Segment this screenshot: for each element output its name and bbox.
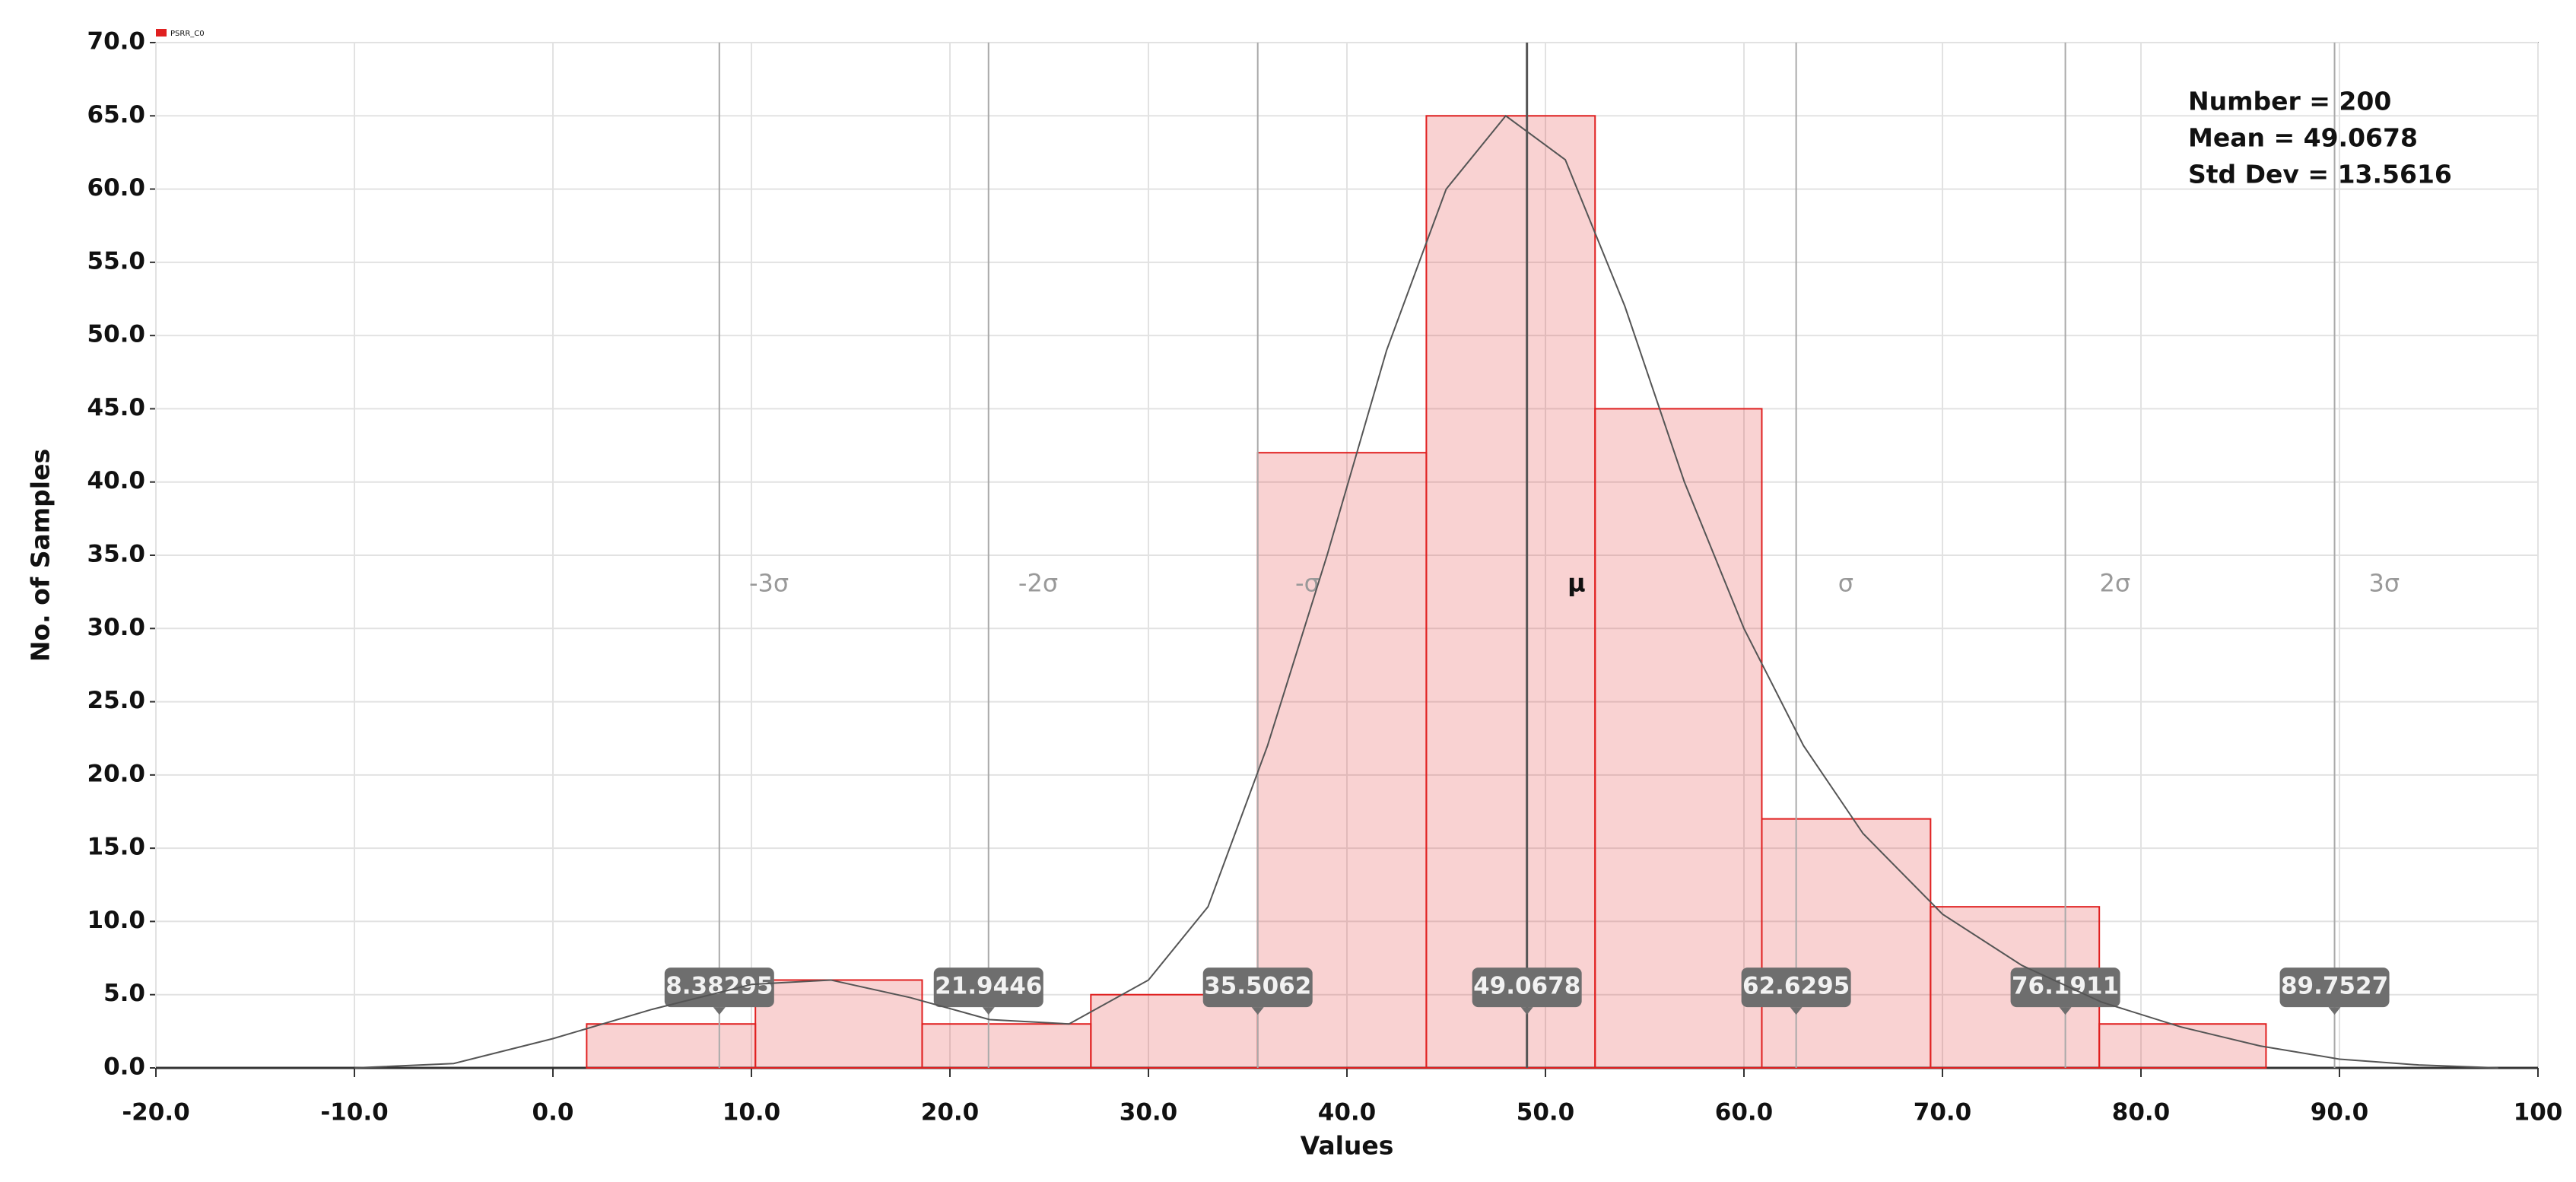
y-tick-label: 35.0	[87, 541, 146, 568]
y-tick-label: 10.0	[87, 907, 146, 934]
y-tick-label: 15.0	[87, 834, 146, 861]
y-tick-label: 30.0	[87, 614, 146, 641]
x-tick-label: 100	[2514, 1099, 2563, 1126]
stat-text: Mean = 49.0678	[2188, 123, 2418, 153]
value-label-box	[1741, 968, 1851, 1008]
bar	[1256, 452, 1428, 1069]
value-label-pointer	[2328, 1007, 2341, 1015]
sigma-label: μ	[1568, 569, 1586, 598]
value-label: 49.0678	[1473, 973, 1580, 1000]
value-label-pointer	[1790, 1007, 1803, 1015]
x-tick-label: 60.0	[1715, 1099, 1774, 1126]
x-tick-label: 40.0	[1318, 1099, 1377, 1126]
y-tick-label: 25.0	[87, 687, 146, 714]
y-tick-label: 40.0	[87, 467, 146, 494]
value-label-box	[1202, 968, 1313, 1008]
sigma-label: -2σ	[1018, 569, 1058, 598]
value-label: 62.6295	[1742, 973, 1850, 1000]
x-tick-label: 20.0	[921, 1099, 980, 1126]
x-tick-label: 50.0	[1517, 1099, 1575, 1126]
bar	[754, 979, 923, 1069]
bar	[921, 1023, 1092, 1069]
value-label-pointer	[2059, 1007, 2072, 1015]
y-tick-label: 70.0	[87, 28, 146, 56]
stat-text: Number = 200	[2188, 87, 2391, 116]
x-tick-label: 10.0	[723, 1099, 781, 1126]
value-label-box	[1472, 968, 1582, 1008]
value-label-pointer	[982, 1007, 995, 1015]
sigma-label: 3σ	[2368, 569, 2400, 598]
x-tick-label: -20.0	[122, 1099, 189, 1126]
value-label: 89.7527	[2281, 973, 2388, 1000]
value-label-box	[933, 968, 1043, 1008]
legend-label: PSRR_C0	[170, 30, 205, 38]
sigma-label: 2σ	[2100, 569, 2131, 598]
y-tick-label: 50.0	[87, 321, 146, 348]
x-tick-label: 70.0	[1914, 1099, 1972, 1126]
x-tick-label: -10.0	[320, 1099, 388, 1126]
y-tick-label: 45.0	[87, 394, 146, 421]
bar	[1594, 408, 1763, 1069]
density-curve	[354, 114, 2498, 1069]
bar	[1761, 818, 1932, 1069]
value-label-pointer	[1520, 1007, 1533, 1015]
y-tick-label: 60.0	[87, 174, 146, 202]
sigma-label: -3σ	[749, 569, 789, 598]
bar	[1425, 115, 1596, 1069]
x-tick-label: 80.0	[2112, 1099, 2171, 1126]
x-tick-label: 30.0	[1120, 1099, 1178, 1126]
x-tick-label: 90.0	[2311, 1099, 2369, 1126]
value-label: 35.5062	[1204, 973, 1311, 1000]
bar	[2098, 1023, 2267, 1069]
y-tick-label: 0.0	[103, 1053, 145, 1081]
stat-text: Std Dev = 13.5616	[2188, 160, 2452, 189]
value-label: 21.9446	[935, 973, 1042, 1000]
y-axis-title: No. of Samples	[26, 449, 56, 662]
bar	[586, 1023, 757, 1069]
x-tick-label: 0.0	[532, 1099, 574, 1126]
value-label: 8.38295	[665, 973, 773, 1000]
value-label-box	[2279, 968, 2390, 1008]
y-tick-label: 65.0	[87, 101, 146, 129]
value-label-pointer	[713, 1007, 726, 1015]
legend-swatch	[156, 29, 167, 37]
value-label-pointer	[1251, 1007, 1264, 1015]
y-tick-label: 20.0	[87, 760, 146, 787]
sigma-label: σ	[1838, 569, 1853, 598]
value-label-box	[664, 968, 774, 1008]
y-tick-label: 55.0	[87, 247, 146, 275]
y-tick-label: 5.0	[103, 980, 145, 1007]
x-axis-title: Values	[1301, 1131, 1394, 1161]
